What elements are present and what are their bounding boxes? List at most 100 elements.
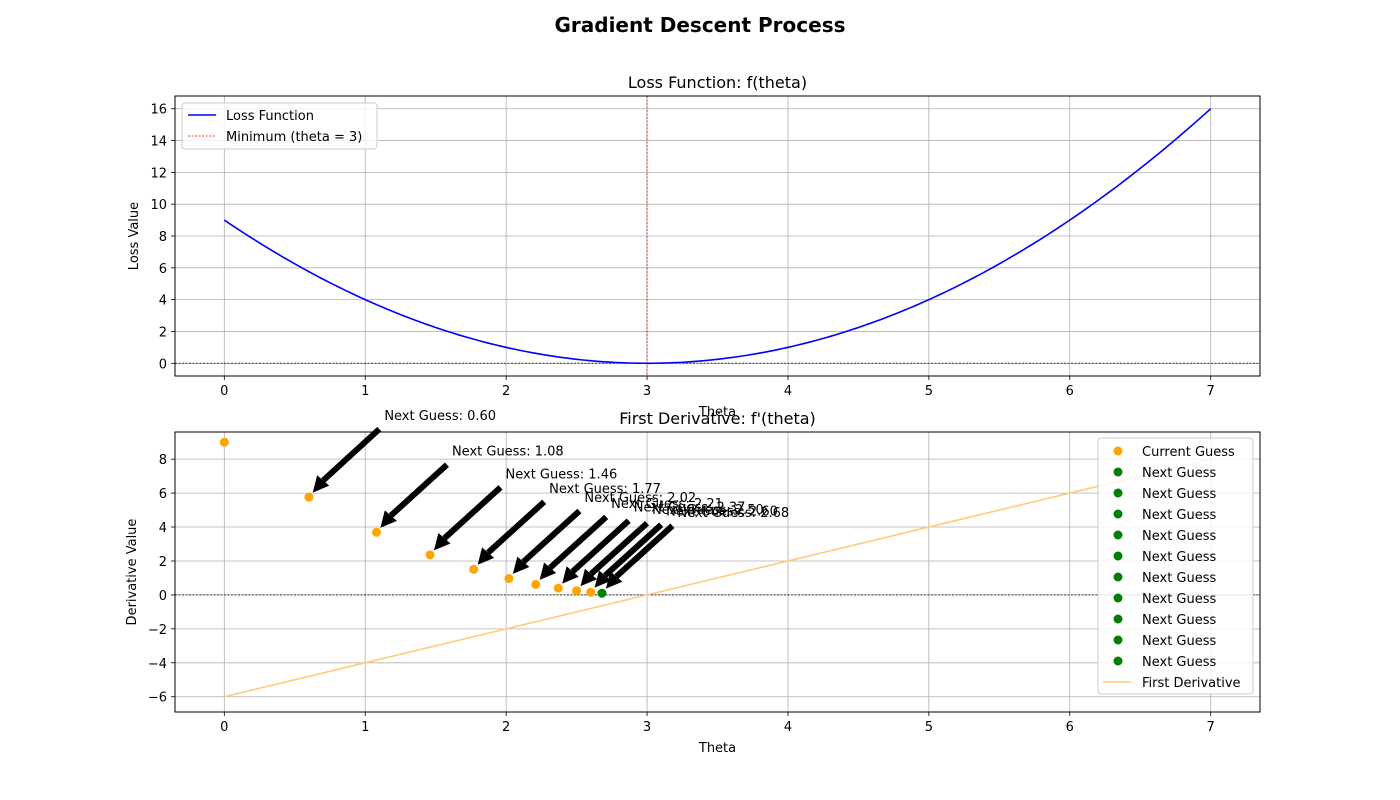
annotation-arrow-shaft bbox=[588, 520, 650, 577]
annotation-label: Next Guess: 0.60 bbox=[384, 409, 496, 424]
loss-ytick-label: 4 bbox=[159, 294, 167, 309]
next-guess-point bbox=[597, 588, 607, 598]
annotation-arrow-shaft bbox=[486, 499, 547, 555]
annotation-arrow-head bbox=[312, 475, 330, 493]
derivative-ytick-label: 8 bbox=[159, 453, 167, 468]
derivative-chart-annotations: Next Guess: 0.60 Next Guess: 1.08 Next Gue… bbox=[312, 409, 789, 589]
annotation-arrow-shaft bbox=[521, 508, 582, 565]
legend-next-guess-label: Next Guess bbox=[1142, 592, 1217, 607]
loss-function-chart: Loss Function: f(theta) 0 1 2 3 4 5 6 702468101… bbox=[127, 73, 1261, 420]
loss-ytick-label: 2 bbox=[159, 325, 167, 340]
legend-current-guess-label: Current Guess bbox=[1142, 445, 1235, 460]
current-guess-point bbox=[504, 573, 514, 583]
legend-next-guess-marker bbox=[1113, 572, 1123, 582]
annotation-arrow-head bbox=[580, 568, 598, 587]
loss-xtick-label: 4 bbox=[784, 384, 792, 399]
derivative-ytick-label: 0 bbox=[159, 589, 167, 604]
legend-next-guess-label: Next Guess bbox=[1142, 550, 1217, 565]
derivative-chart-plot-area bbox=[175, 437, 1260, 698]
legend-next-guess-marker bbox=[1113, 530, 1123, 540]
annotation-arrow-shaft bbox=[570, 518, 631, 574]
derivative-legend-box bbox=[1097, 437, 1254, 695]
derivative-ytick-label: −4 bbox=[148, 657, 167, 672]
loss-chart-xlabel: Theta bbox=[698, 405, 736, 420]
legend-next-guess-label: Next Guess bbox=[1142, 571, 1217, 586]
derivative-chart-legend: Current Guess Next Guess Next Guess Next Gu… bbox=[1097, 437, 1254, 695]
annotation-arrow-shaft bbox=[388, 462, 449, 518]
legend-next-guess-marker bbox=[1113, 467, 1123, 477]
annotation-arrow-head bbox=[433, 532, 451, 551]
derivative-chart-xlabel: Theta bbox=[698, 741, 736, 756]
derivative-xtick-label: 5 bbox=[925, 720, 933, 735]
current-guess-point bbox=[304, 492, 314, 502]
legend-next-guess-label: Next Guess bbox=[1142, 508, 1217, 523]
legend-next-guess-label: Next Guess bbox=[1142, 634, 1217, 649]
derivative-chart-ylabel: Derivative Value bbox=[125, 519, 140, 626]
legend-next-guess-label: Next Guess bbox=[1142, 466, 1217, 481]
current-guess-point bbox=[586, 587, 596, 597]
loss-ytick-label: 6 bbox=[159, 262, 167, 277]
legend-first-derivative-label: First Derivative bbox=[1142, 676, 1241, 691]
annotation-arrow-head bbox=[477, 547, 495, 565]
legend-next-guess-label: Next Guess bbox=[1142, 529, 1217, 544]
loss-chart-title: Loss Function: f(theta) bbox=[628, 73, 807, 92]
current-guess-point bbox=[553, 583, 563, 593]
derivative-chart-title: First Derivative: f'(theta) bbox=[619, 409, 816, 428]
annotation-arrow-shaft bbox=[548, 514, 609, 570]
current-guess-point bbox=[425, 550, 435, 560]
annotation-arrow-shaft bbox=[442, 485, 503, 541]
loss-xtick-label: 6 bbox=[1066, 384, 1074, 399]
annotation-label: Next Guess: 2.21 bbox=[611, 497, 723, 512]
annotation-arrow-head bbox=[539, 562, 557, 580]
derivative-ytick-label: −6 bbox=[148, 691, 167, 706]
annotation-arrow-head bbox=[605, 571, 623, 589]
legend-next-guess-label: Next Guess bbox=[1142, 487, 1217, 502]
annotation-arrow-shaft bbox=[614, 523, 675, 579]
legend-next-guess-label: Next Guess bbox=[1142, 655, 1217, 670]
derivative-ytick-label: −2 bbox=[148, 623, 167, 638]
loss-chart-plot-area bbox=[175, 96, 1260, 376]
legend-next-guess-label: Next Guess bbox=[1142, 613, 1217, 628]
loss-chart-ylabel: Loss Value bbox=[127, 202, 142, 270]
current-guess-point bbox=[219, 437, 229, 447]
loss-legend-box bbox=[181, 102, 378, 150]
annotation-arrow-head bbox=[594, 570, 612, 588]
derivative-xtick-label: 1 bbox=[361, 720, 369, 735]
annotation-arrow-head bbox=[512, 556, 530, 574]
legend-next-guess-marker bbox=[1113, 656, 1123, 666]
annotation-label: Next Guess: 2.60 bbox=[666, 505, 778, 520]
loss-legend-label: Loss Function bbox=[226, 109, 314, 124]
derivative-ytick-label: 4 bbox=[159, 521, 167, 536]
annotation-label: Next Guess: 2.68 bbox=[677, 506, 789, 521]
loss-xtick-label: 3 bbox=[643, 384, 651, 399]
annotation-label: Next Guess: 1.77 bbox=[549, 482, 661, 497]
loss-xtick-label: 7 bbox=[1207, 384, 1215, 399]
first-derivative-line bbox=[224, 458, 1211, 698]
annotation-label: Next Guess: 1.46 bbox=[506, 467, 618, 482]
derivative-xtick-label: 6 bbox=[1066, 720, 1074, 735]
derivative-xtick-label: 7 bbox=[1207, 720, 1215, 735]
loss-xtick-label: 1 bbox=[361, 384, 369, 399]
derivative-xtick-label: 0 bbox=[220, 720, 228, 735]
loss-ytick-label: 10 bbox=[150, 198, 167, 213]
annotation-label: Next Guess: 2.50 bbox=[652, 503, 764, 518]
loss-xtick-label: 2 bbox=[502, 384, 510, 399]
annotation-label: Next Guess: 2.37 bbox=[634, 501, 746, 516]
current-guess-point bbox=[572, 586, 582, 596]
loss-chart-grid bbox=[175, 96, 1260, 376]
loss-ytick-label: 16 bbox=[150, 103, 167, 118]
loss-ytick-label: 8 bbox=[159, 230, 167, 245]
current-guess-point bbox=[469, 564, 479, 574]
derivative-ytick-label: 6 bbox=[159, 487, 167, 502]
annotation-arrow-shaft bbox=[603, 522, 664, 578]
derivative-xtick-label: 2 bbox=[502, 720, 510, 735]
current-guess-point bbox=[372, 527, 381, 537]
minimum-legend-label: Minimum (theta = 3) bbox=[226, 130, 362, 145]
legend-next-guess-marker bbox=[1113, 593, 1123, 603]
loss-ytick-label: 0 bbox=[159, 357, 167, 372]
derivative-xtick-label: 4 bbox=[784, 720, 792, 735]
annotation-label: Next Guess: 2.02 bbox=[584, 491, 696, 506]
derivative-ytick-label: 2 bbox=[159, 555, 167, 570]
loss-function-curve bbox=[223, 108, 1212, 365]
